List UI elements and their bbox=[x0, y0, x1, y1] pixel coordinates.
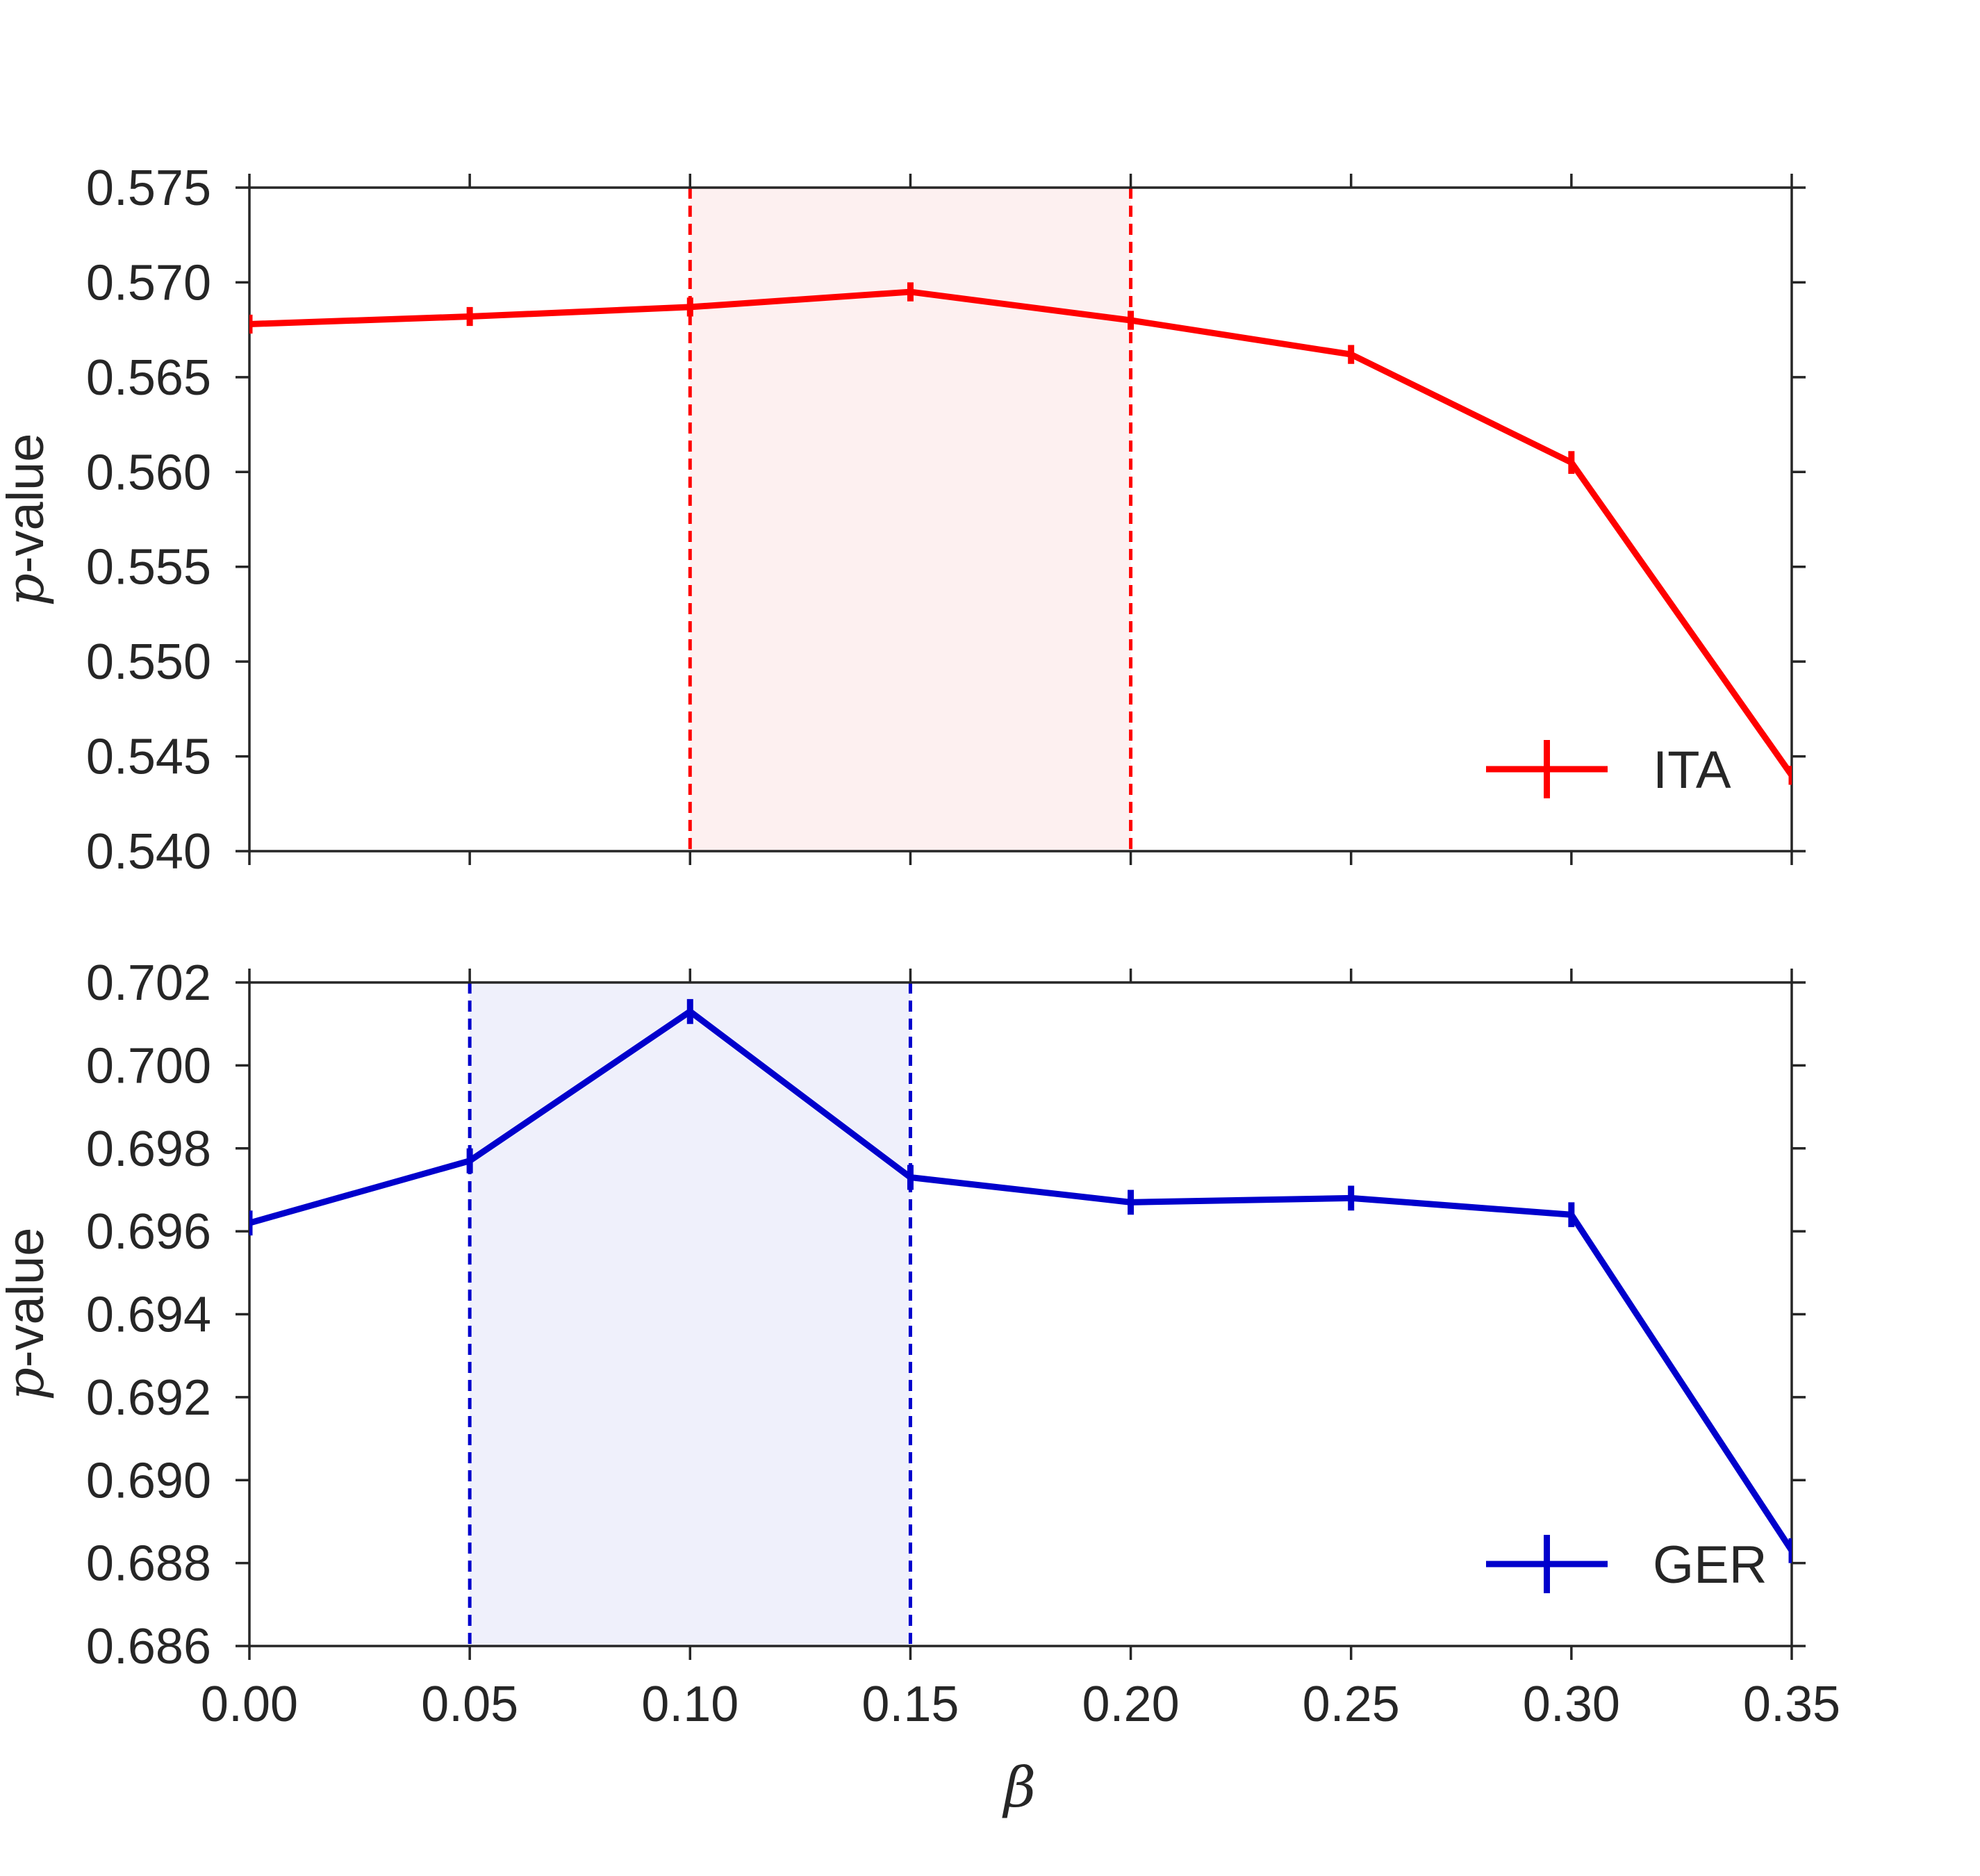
legend-label-GER: GER bbox=[1653, 1536, 1767, 1595]
y-tick-label: 0.700 bbox=[86, 1038, 211, 1094]
x-axis-label: β bbox=[1002, 1755, 1036, 1820]
x-tick-label: 0.10 bbox=[641, 1677, 739, 1732]
y-tick-label: 0.698 bbox=[86, 1121, 211, 1177]
y-tick-label: 0.550 bbox=[86, 634, 211, 690]
y-tick-label: 0.690 bbox=[86, 1453, 211, 1508]
y-tick-label: 0.555 bbox=[86, 540, 211, 595]
x-tick-label: 0.05 bbox=[421, 1677, 518, 1732]
legend-label-ITA: ITA bbox=[1653, 741, 1731, 800]
x-tick-label: 0.20 bbox=[1082, 1677, 1180, 1732]
y-axis-label-italic: p bbox=[0, 1367, 56, 1400]
x-tick-label: 0.25 bbox=[1303, 1677, 1400, 1732]
series-line-GER bbox=[249, 1008, 1792, 1553]
series-line-ITA bbox=[249, 288, 1792, 777]
y-tick-label: 0.545 bbox=[86, 730, 211, 785]
y-tick-label: 0.694 bbox=[86, 1287, 211, 1343]
bottom-series-GER bbox=[249, 998, 1792, 1563]
y-axis-label-italic: p bbox=[0, 573, 56, 606]
top-axes-frame bbox=[248, 186, 1793, 853]
y-tick-label: 0.540 bbox=[86, 824, 211, 880]
y-axis-label-rest: -value bbox=[0, 434, 54, 574]
y-tick-label: 0.686 bbox=[86, 1619, 211, 1675]
top-panel: 0.540 0.545 0.550 0.555 0.560 0.565 0.570 0.575… bbox=[0, 161, 1806, 880]
y-tick-label: 0.570 bbox=[86, 255, 211, 311]
x-tick-label: 0.15 bbox=[861, 1677, 959, 1732]
top-series-ITA bbox=[249, 282, 1792, 785]
bottom-shaded-region bbox=[470, 982, 911, 1646]
top-legend: ITA bbox=[1486, 740, 1731, 800]
y-tick-label: 0.696 bbox=[86, 1204, 211, 1260]
y-tick-label: 0.565 bbox=[86, 350, 211, 406]
y-tick-label: 0.575 bbox=[86, 161, 211, 216]
y-axis-label-rest: -value bbox=[0, 1228, 54, 1368]
y-tick-label: 0.702 bbox=[86, 955, 211, 1011]
bottom-panel: 0.00 0.05 0.10 0.15 0.20 0.25 0.30 0.35 0.686 0.6… bbox=[0, 955, 1840, 1732]
x-tick-label: 0.35 bbox=[1743, 1677, 1840, 1732]
y-tick-label: 0.560 bbox=[86, 445, 211, 500]
bottom-y-axis-label: p-value bbox=[0, 1228, 56, 1401]
bottom-legend: GER bbox=[1486, 1535, 1767, 1595]
top-y-axis-label: p-value bbox=[0, 434, 56, 607]
y-tick-label: 0.692 bbox=[86, 1370, 211, 1426]
y-tick-label: 0.688 bbox=[86, 1536, 211, 1592]
x-tick-label: 0.00 bbox=[201, 1677, 298, 1732]
x-tick-label: 0.30 bbox=[1523, 1677, 1620, 1732]
